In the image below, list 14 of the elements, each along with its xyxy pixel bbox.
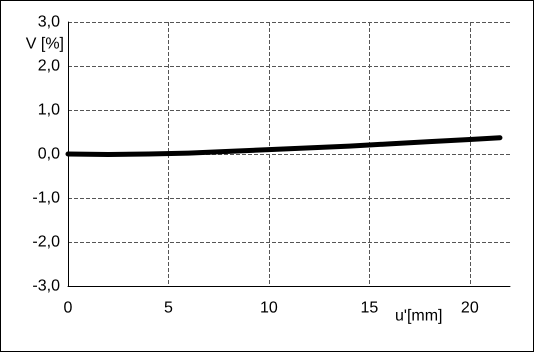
y-tick-label: -2,0 [32,234,60,250]
y-axis-title: V [%] [26,36,64,52]
y-tick-label: 3,0 [38,14,60,30]
x-tick-label: 20 [460,300,479,316]
y-tick-label: 1,0 [38,102,60,118]
x-tick-label: 5 [164,300,173,316]
x-tick-label: 0 [64,300,73,316]
x-tick-label: 10 [260,300,278,316]
x-axis-title: u'[mm] [395,308,442,324]
y-tick-label: -3,0 [32,278,60,294]
y-tick-label: 0,0 [38,146,60,162]
y-tick-label: -1,0 [32,190,60,206]
x-tick-label: 15 [360,300,378,316]
y-tick-label: 2,0 [38,58,60,74]
